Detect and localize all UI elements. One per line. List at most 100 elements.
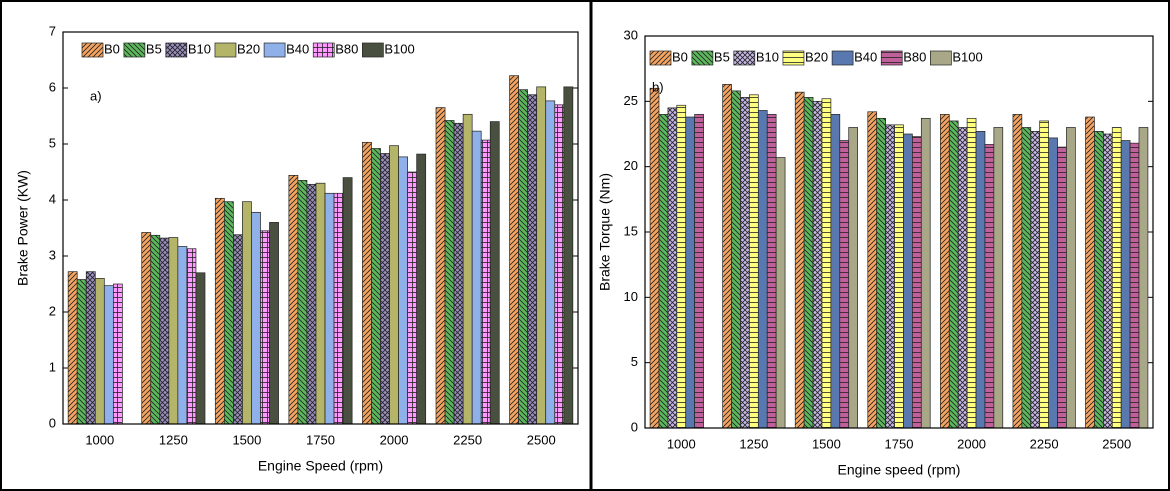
bar xyxy=(315,182,326,425)
bar xyxy=(76,279,87,425)
y-tick-label: 0 xyxy=(631,419,638,434)
bar xyxy=(1120,140,1131,429)
bar xyxy=(1102,133,1113,429)
bar xyxy=(1085,116,1095,429)
bar xyxy=(223,201,234,425)
bar xyxy=(416,153,427,425)
legend-swatch xyxy=(214,42,237,58)
legend-label: B80 xyxy=(335,41,358,56)
legend-swatch xyxy=(362,42,384,58)
legend-swatch xyxy=(165,42,188,58)
bar xyxy=(975,131,986,429)
legend-swatch xyxy=(691,50,714,66)
bar xyxy=(1012,114,1023,429)
bar xyxy=(1138,127,1149,429)
bar xyxy=(150,234,161,425)
y-tick-label: 5 xyxy=(631,354,638,369)
y-tick-label: 20 xyxy=(624,158,638,173)
bar xyxy=(177,246,188,425)
legend-swatch xyxy=(782,50,805,66)
y-tick-label: 1 xyxy=(49,359,56,374)
legend-swatch xyxy=(649,50,672,66)
bar xyxy=(803,97,814,429)
legend-label: B10 xyxy=(188,41,211,56)
plot-frame xyxy=(644,35,1154,429)
bar xyxy=(912,136,922,429)
legend-swatch xyxy=(263,42,286,58)
bar xyxy=(242,201,252,425)
bar xyxy=(435,107,446,425)
bar xyxy=(821,98,832,429)
x-tick-label: 2000 xyxy=(380,432,409,447)
bar xyxy=(389,145,399,425)
x-tick-label: 1250 xyxy=(739,436,768,451)
bar xyxy=(168,237,179,425)
legend-label: B10 xyxy=(756,49,779,64)
bar xyxy=(333,192,344,425)
bar xyxy=(1094,131,1104,429)
bar xyxy=(527,94,538,425)
bar xyxy=(407,171,418,425)
y-tick-label: 6 xyxy=(49,79,56,94)
bar xyxy=(233,234,243,425)
bar xyxy=(957,127,968,429)
bar xyxy=(1030,131,1041,429)
legend-label: B40 xyxy=(286,41,309,56)
bar xyxy=(1111,127,1122,429)
y-tick-label: 25 xyxy=(624,93,638,108)
bar xyxy=(563,86,574,425)
bar xyxy=(740,97,750,429)
bar xyxy=(757,110,768,429)
y-tick-label: 10 xyxy=(624,289,638,304)
legend-swatch xyxy=(81,42,104,58)
bar xyxy=(342,177,353,425)
bar xyxy=(984,144,995,429)
bar xyxy=(186,248,197,425)
bar xyxy=(141,232,152,425)
bar xyxy=(536,86,547,425)
legend-label: B5 xyxy=(146,41,162,56)
bar xyxy=(554,104,565,425)
bar xyxy=(85,271,96,425)
legend-label: B80 xyxy=(903,49,926,64)
bar xyxy=(380,153,390,425)
bar xyxy=(103,285,114,425)
bar xyxy=(885,124,895,429)
legend-label: B20 xyxy=(237,41,260,56)
legend-swatch xyxy=(831,50,854,66)
y-tick-label: 0 xyxy=(49,415,56,430)
bar xyxy=(940,114,950,429)
x-tick-label: 1750 xyxy=(306,432,335,447)
bar xyxy=(948,120,959,429)
bar xyxy=(694,114,704,429)
bar xyxy=(518,89,529,425)
bar xyxy=(731,90,741,429)
bar xyxy=(1048,137,1058,429)
plot-frame xyxy=(62,31,579,425)
bar xyxy=(480,139,491,425)
legend-label: B5 xyxy=(714,49,730,64)
bar xyxy=(112,283,123,425)
bar xyxy=(993,127,1004,429)
bar xyxy=(545,100,556,425)
x-tick-label: 1500 xyxy=(812,436,841,451)
bar xyxy=(269,222,279,425)
y-tick-label: 3 xyxy=(49,247,56,262)
legend-swatch xyxy=(123,42,146,58)
bar xyxy=(867,111,878,429)
y-tick-label: 30 xyxy=(624,27,638,42)
bar xyxy=(1066,127,1076,429)
bar xyxy=(462,113,473,425)
bar xyxy=(658,114,669,429)
y-tick-label: 7 xyxy=(49,23,56,38)
legend-swatch xyxy=(880,50,903,66)
bar xyxy=(685,116,696,429)
bar xyxy=(812,100,823,429)
x-tick-label: 1750 xyxy=(885,436,914,451)
legend-swatch xyxy=(930,50,952,66)
x-axis-label: Engine speed (rpm) xyxy=(838,462,961,478)
legend-label: B0 xyxy=(672,49,688,64)
bar xyxy=(794,91,805,429)
